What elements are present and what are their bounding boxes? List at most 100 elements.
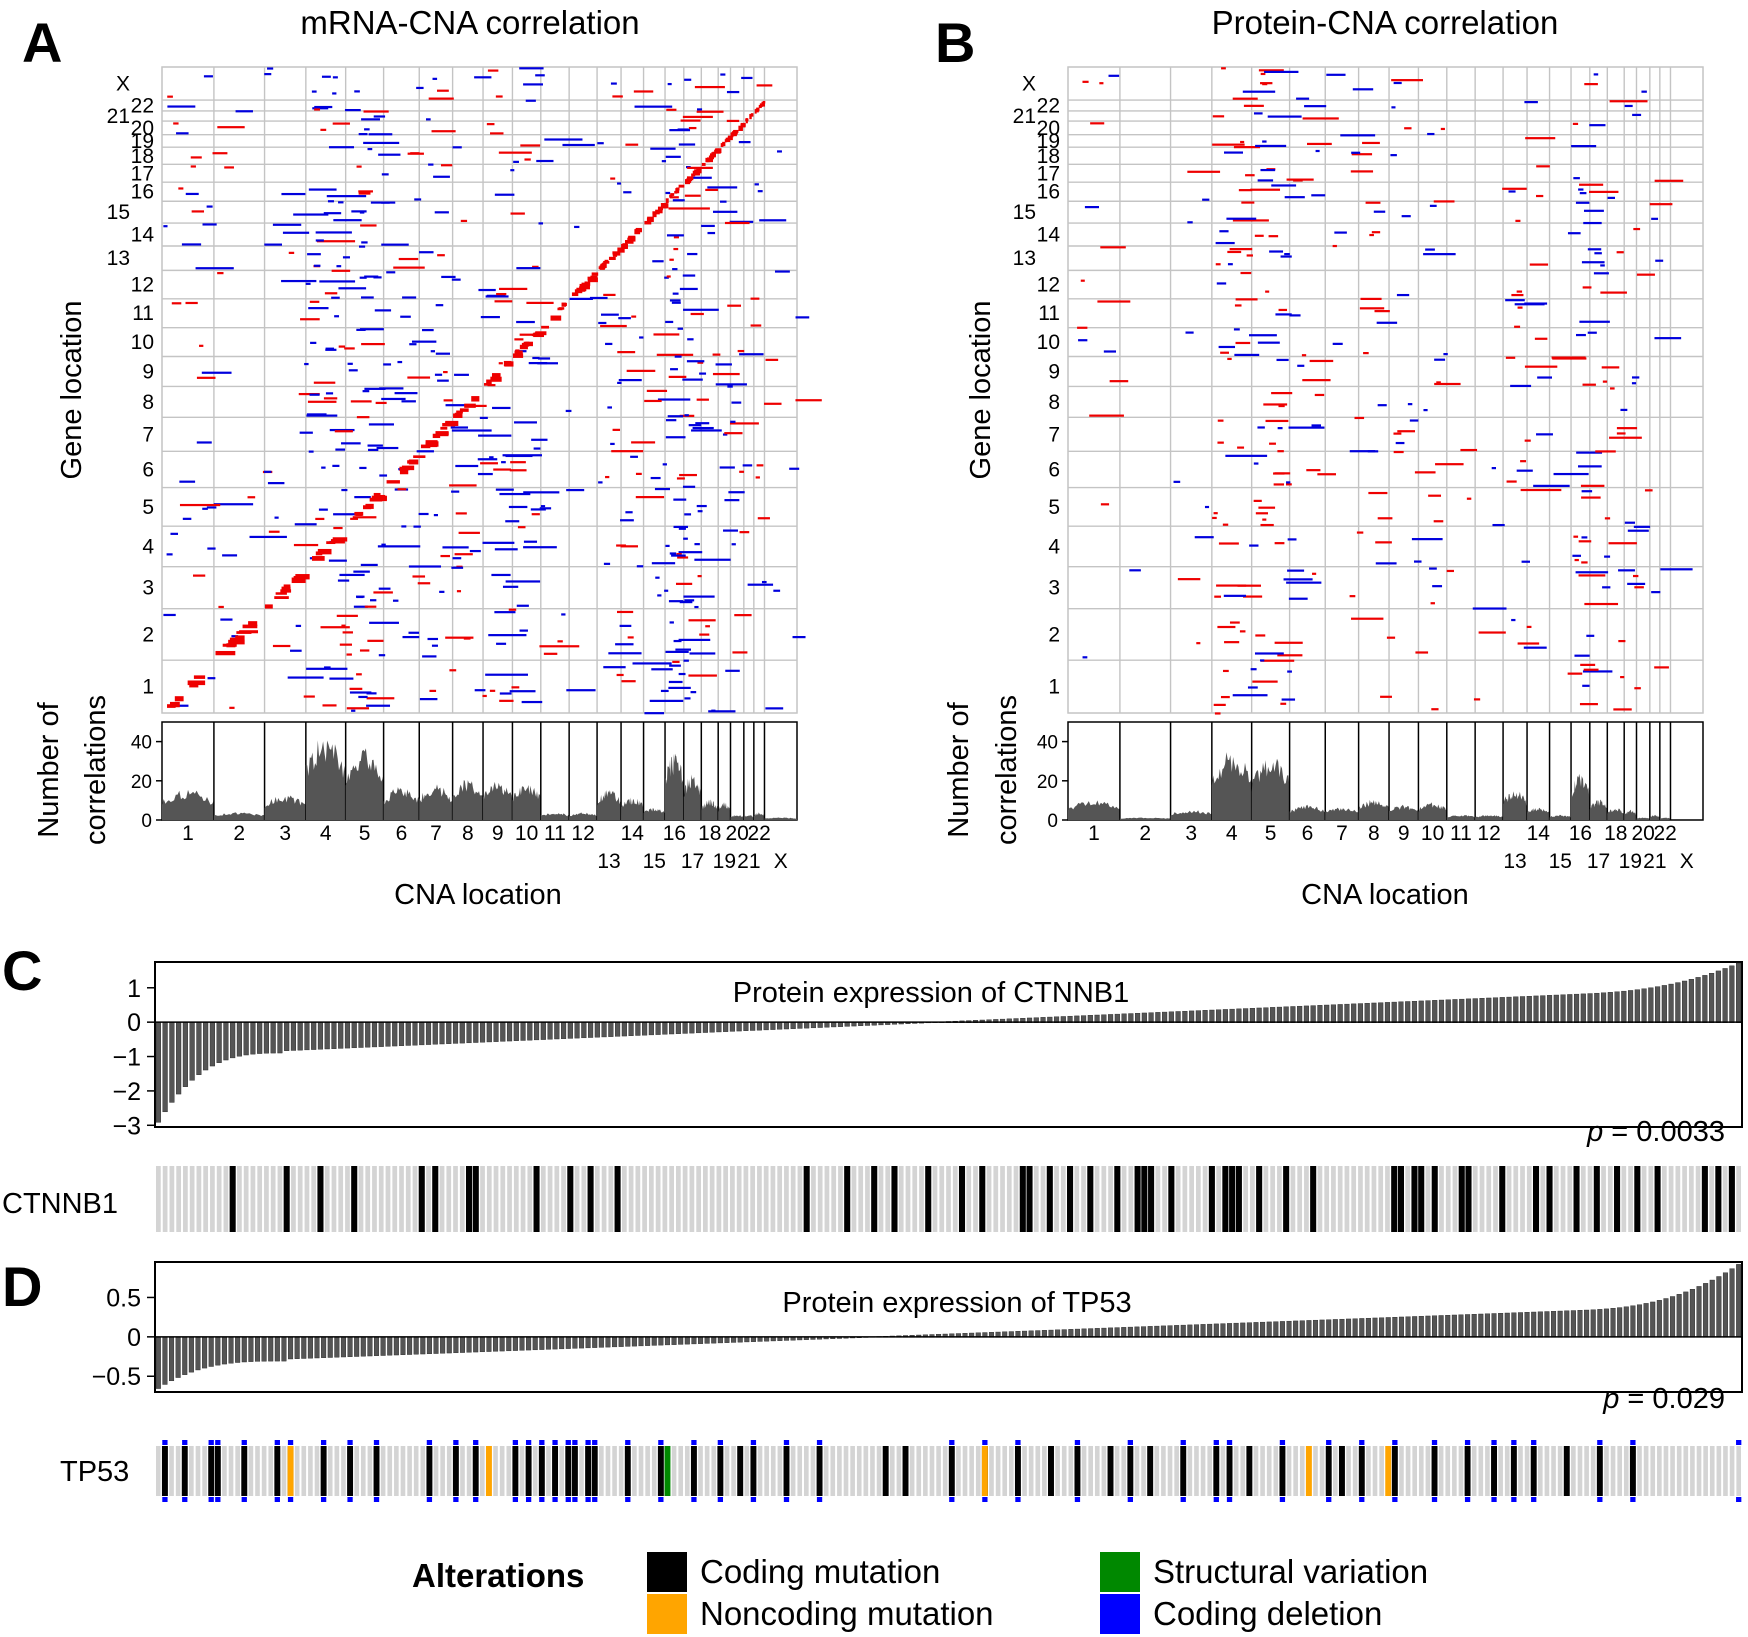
sample-cell <box>648 1166 654 1232</box>
correlation-segment <box>679 473 697 477</box>
expression-bar <box>797 1021 803 1029</box>
coding-deletion-mark-bottom <box>552 1497 558 1502</box>
cis-correlation-block <box>761 102 765 107</box>
sample-cell <box>612 1446 617 1496</box>
sample-cell <box>628 1166 634 1232</box>
sample-cell <box>532 1446 538 1496</box>
correlation-segment <box>1216 282 1227 285</box>
correlation-segment <box>1301 354 1307 357</box>
sample-cell <box>919 1166 924 1232</box>
sample-cell <box>1161 1446 1166 1496</box>
cis-correlation-block <box>514 350 523 355</box>
correlation-segment <box>489 456 494 459</box>
sample-cell <box>277 1166 283 1232</box>
correlation-segment <box>1575 201 1590 204</box>
expression-bar <box>493 1336 499 1352</box>
sample-cell <box>378 1166 384 1232</box>
expression-bar <box>1107 1327 1114 1338</box>
correlation-segment <box>1227 263 1233 266</box>
expression-bar <box>1326 1319 1332 1338</box>
correlation-segment <box>1280 255 1292 258</box>
correlation-segment <box>167 105 196 108</box>
expression-bar <box>1189 1010 1195 1023</box>
correlation-segment <box>1460 448 1478 452</box>
coding-deletion-mark-bottom <box>1213 1497 1219 1502</box>
y-tick-label: 7 <box>142 423 154 446</box>
cis-correlation-block <box>621 244 628 249</box>
expression-bar <box>601 1021 607 1038</box>
coding-deletion-mark-bottom <box>287 1497 294 1502</box>
coding-mutation-mark <box>1614 1166 1621 1232</box>
expression-bar <box>533 1021 540 1041</box>
correlation-segment <box>795 399 822 402</box>
correlation-segment <box>616 610 634 614</box>
correlation-segment <box>666 234 684 237</box>
sample-cell <box>540 1166 546 1232</box>
correlation-segment <box>633 90 654 93</box>
correlation-segment <box>315 239 324 242</box>
histogram-area <box>1527 807 1550 820</box>
coding-mutation-mark <box>538 1446 545 1496</box>
correlation-segment <box>1217 419 1224 422</box>
correlation-segment <box>1307 142 1332 146</box>
correlation-segment <box>678 638 711 642</box>
correlation-segment <box>359 276 367 279</box>
correlation-segment <box>1578 574 1606 577</box>
histogram-ytick-label: 20 <box>131 772 152 793</box>
correlation-segment <box>1375 562 1397 565</box>
sample-cell <box>1478 1446 1484 1496</box>
coding-mutation-mark <box>533 1166 540 1232</box>
x-tick-label: X <box>1680 850 1694 873</box>
expression-bar <box>338 1021 344 1049</box>
correlation-segment <box>1478 631 1506 634</box>
expression-bar <box>1312 1319 1319 1338</box>
sample-cell <box>605 1446 611 1496</box>
correlation-segment <box>1414 471 1436 474</box>
correlation-segment <box>359 211 365 214</box>
correlation-segment <box>479 416 488 420</box>
correlation-segment <box>639 336 644 339</box>
correlation-segment <box>1510 384 1532 388</box>
expression-bar <box>1715 970 1721 1023</box>
coding-deletion-mark-bottom <box>1491 1497 1497 1502</box>
correlation-segment <box>694 543 700 546</box>
sample-cell <box>574 1166 580 1232</box>
x-tick-label: 15 <box>643 850 666 873</box>
expression-bar <box>675 1021 681 1034</box>
cis-correlation-block <box>587 276 597 281</box>
expression-bar <box>621 1021 627 1037</box>
coding-deletion-mark-bottom <box>426 1497 433 1502</box>
correlation-segment <box>1369 233 1374 237</box>
correlation-segment <box>544 138 583 141</box>
expression-bar <box>196 1021 202 1075</box>
correlation-segment <box>1607 196 1615 199</box>
correlation-segment <box>1283 578 1313 581</box>
correlation-segment <box>774 270 790 273</box>
correlation-segment <box>1533 484 1570 487</box>
expression-bar <box>1180 1324 1186 1338</box>
x-tick-label: 4 <box>320 822 332 845</box>
sample-cell <box>1661 1166 1667 1232</box>
x-tick-label: 19 <box>713 850 736 873</box>
sample-cell <box>1668 1166 1674 1232</box>
correlation-segment <box>1271 391 1293 395</box>
coding-deletion-mark-top <box>592 1440 598 1445</box>
correlation-segment <box>1584 83 1598 86</box>
correlation-segment <box>217 126 245 129</box>
correlation-segment <box>1288 426 1325 429</box>
correlation-segment <box>621 680 636 683</box>
coding-deletion-mark-top <box>1392 1440 1398 1445</box>
correlation-segment <box>350 400 372 403</box>
expression-bar <box>648 1021 654 1036</box>
cis-correlation-block <box>464 403 476 408</box>
correlation-segment <box>496 642 507 645</box>
x-tick-label: 3 <box>1185 822 1197 845</box>
y-tick-label: X <box>116 73 130 96</box>
expression-bar <box>723 1021 729 1032</box>
coding-mutation-mark <box>1283 1166 1290 1232</box>
correlation-segment <box>496 292 507 296</box>
coding-deletion-mark-bottom <box>1074 1497 1081 1502</box>
expression-bar <box>459 1336 465 1353</box>
sample-cell <box>1493 1166 1498 1232</box>
correlation-segment <box>676 477 685 480</box>
